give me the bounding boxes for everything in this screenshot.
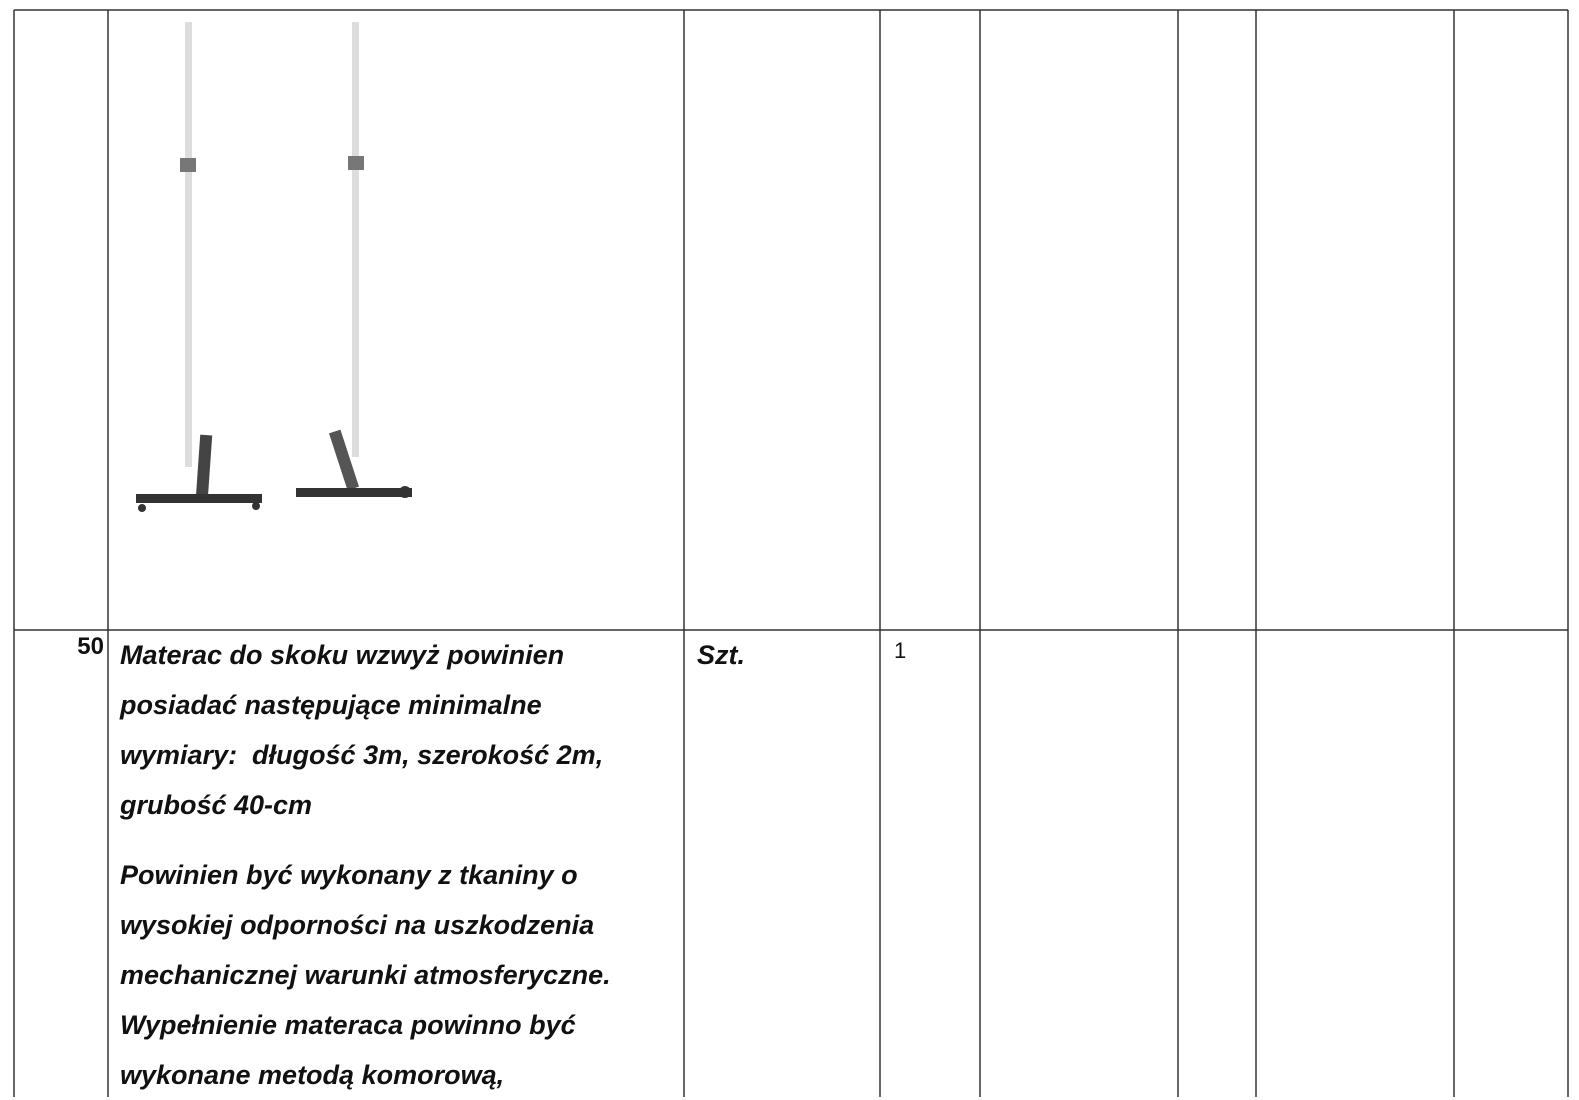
paragraph: Materac do skoku wzwyż powinien posiadać … [120,630,611,830]
text-line: grubość 40-cm [120,790,313,820]
paragraph: Powinien być wykonany z tkaniny o wysokie… [120,850,611,1100]
text-line: wysokiej odporności na uszkodzenia [120,910,595,940]
grid-lines [13,9,1569,1097]
row-number: 50 [77,633,104,660]
text-line: mechanicznej warunki atmosferyczne. [120,960,611,990]
description: Materac do skoku wzwyż powinien posiadać … [120,630,611,1100]
text-line: posiadać następujące minimalne [120,690,542,720]
text-line: Powinien być wykonany z tkaniny o [120,860,578,890]
text-line: Wypełnienie materaca powinno być [120,1010,576,1040]
high-jump-stands-image [136,22,412,512]
text-line: Materac do skoku wzwyż powinien [120,640,565,670]
unit: Szt. [697,640,746,670]
text-line: wykonane metodą komorową, [120,1060,505,1090]
text-line: wymiary: długość 3m, szerokość 2m, [120,740,604,770]
quantity: 1 [894,638,907,663]
